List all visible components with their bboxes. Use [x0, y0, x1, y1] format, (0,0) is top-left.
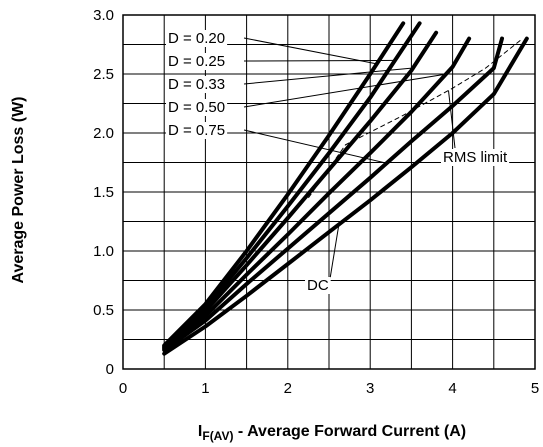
annotation-label: RMS limit — [443, 149, 508, 166]
series-line — [162, 30, 439, 350]
series-line — [162, 36, 504, 353]
annotation-label-background — [166, 30, 228, 47]
annotation-label: D = 0.20 — [168, 30, 225, 47]
series-line — [162, 36, 529, 356]
x-axis-title: IF(AV) - Average Forward Current (A) — [198, 423, 466, 443]
annotation-label: D = 0.50 — [168, 99, 225, 116]
series-lines — [162, 21, 529, 356]
tick-labels: 0 1 2 3 4 5 0 0.5 1.0 1.5 2.0 2.5 3.0 — [93, 7, 539, 397]
x-tick-label: 4 — [448, 380, 456, 397]
y-tick-label: 2.0 — [93, 125, 114, 142]
annotation-leader — [243, 129, 387, 164]
annotation-label: DC — [307, 277, 329, 294]
annotation-leader — [243, 73, 447, 108]
annotation-label: D = 0.75 — [168, 122, 225, 139]
annotation-labels: D = 0.20 D = 0.25 D = 0.33 D = 0.50 D = 0.75… — [166, 30, 510, 294]
y-tick-label: 3.0 — [93, 7, 114, 24]
y-axis-title: Average Power Loss (W) — [10, 96, 27, 283]
annotation-leader — [328, 224, 340, 286]
y-tick-label: 0.5 — [93, 302, 114, 319]
annotation-label-background — [441, 149, 510, 166]
annotation-label: D = 0.25 — [168, 53, 225, 70]
annotation-label-background — [305, 277, 331, 294]
x-axis-title-subscript: F(AV) — [202, 429, 233, 443]
y-tick-label: 1.5 — [93, 184, 114, 201]
x-axis-title-text: - Average Forward Current (A) — [233, 423, 466, 440]
series-line — [162, 36, 472, 351]
x-tick-label: 3 — [366, 380, 374, 397]
annotation-leader — [243, 59, 395, 62]
y-tick-label: 0 — [106, 361, 114, 378]
annotation-label-background — [166, 53, 228, 70]
x-tick-label: 0 — [119, 380, 127, 397]
annotation-label-background — [166, 122, 228, 139]
series-line — [162, 21, 422, 349]
x-axis-title-symbol: I — [198, 423, 202, 440]
annotation-label-background — [166, 76, 228, 93]
annotation-label-background — [166, 99, 228, 116]
y-tick-label: 1.0 — [93, 243, 114, 260]
x-tick-label: 5 — [531, 380, 539, 397]
y-tick-label: 2.5 — [93, 66, 114, 83]
rms-limit-line — [307, 38, 523, 199]
series-line — [162, 21, 406, 348]
x-tick-label: 2 — [284, 380, 292, 397]
annotation-leader — [243, 67, 414, 85]
annotation-leaders — [243, 37, 456, 286]
annotation-label: D = 0.33 — [168, 76, 225, 93]
annotation-leader — [243, 37, 377, 65]
plot-frame — [122, 14, 536, 370]
x-tick-label: 1 — [201, 380, 209, 397]
annotation-leader — [447, 90, 456, 149]
